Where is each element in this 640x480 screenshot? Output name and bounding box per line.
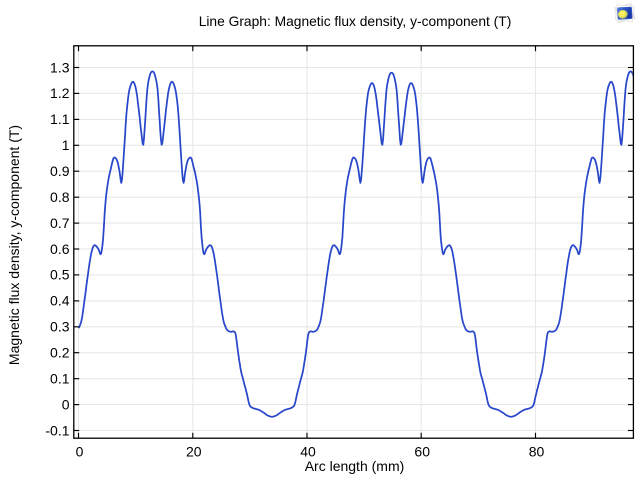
svg-text:1.1: 1.1 [50, 111, 70, 127]
svg-text:Arc length (mm): Arc length (mm) [305, 458, 405, 474]
svg-text:80: 80 [529, 444, 545, 460]
svg-text:0.6: 0.6 [50, 241, 70, 257]
svg-text:Line Graph: Magnetic flux dens: Line Graph: Magnetic flux density, y-com… [199, 14, 512, 29]
svg-text:1.2: 1.2 [50, 85, 70, 101]
svg-text:0.1: 0.1 [50, 371, 70, 387]
svg-text:0.2: 0.2 [50, 345, 70, 361]
svg-text:0.8: 0.8 [50, 189, 70, 205]
svg-text:Magnetic flux density, y-compo: Magnetic flux density, y-component (T) [6, 125, 22, 365]
svg-text:0.5: 0.5 [50, 267, 70, 283]
svg-text:0.3: 0.3 [50, 319, 70, 335]
svg-text:0.7: 0.7 [50, 215, 70, 231]
svg-text:1.3: 1.3 [50, 59, 70, 75]
svg-text:20: 20 [186, 444, 202, 460]
svg-text:0.9: 0.9 [50, 163, 70, 179]
svg-text:40: 40 [300, 444, 316, 460]
svg-text:0: 0 [62, 396, 70, 412]
svg-text:0.4: 0.4 [50, 293, 70, 309]
svg-text:-0.1: -0.1 [45, 422, 69, 438]
svg-text:60: 60 [414, 444, 430, 460]
svg-text:0: 0 [76, 444, 84, 460]
svg-text:1: 1 [62, 137, 70, 153]
